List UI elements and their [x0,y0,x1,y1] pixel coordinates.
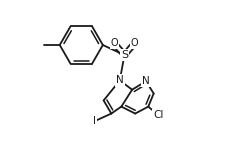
Text: O: O [111,38,118,49]
Text: S: S [121,50,128,60]
Text: I: I [93,116,96,126]
Text: Cl: Cl [153,110,163,120]
Text: N: N [142,76,150,86]
Text: O: O [131,38,138,49]
Text: N: N [116,76,124,85]
